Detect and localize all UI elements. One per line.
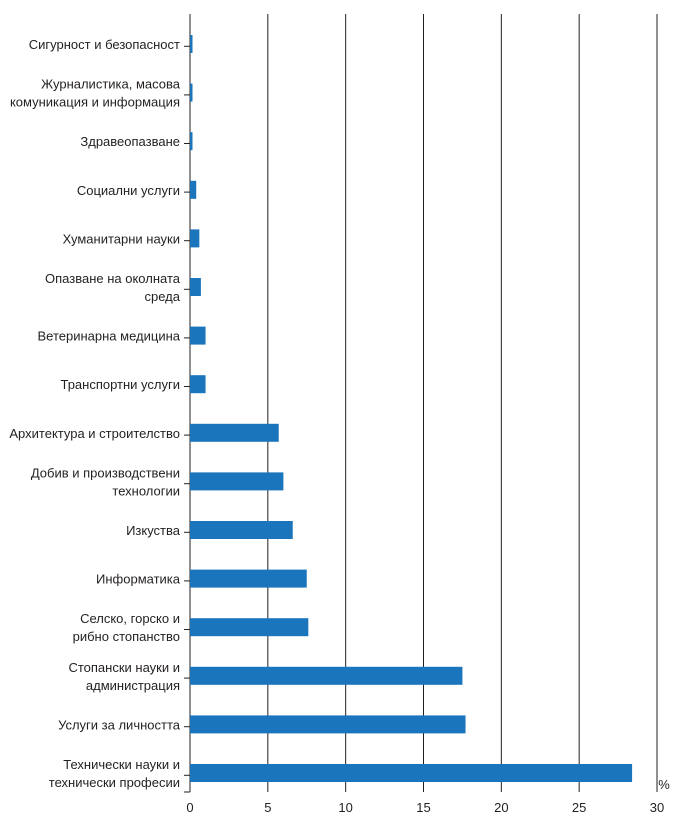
category-label: Здравеопазване	[80, 134, 180, 149]
category-label: технологии	[112, 483, 180, 498]
category-label: рибно стопанство	[73, 629, 180, 644]
x-unit-label: %	[658, 777, 670, 792]
bar	[190, 375, 206, 394]
category-label: Изкуства	[126, 523, 181, 538]
category-label: Опазване на околната	[45, 271, 181, 286]
category-label: среда	[145, 289, 181, 304]
category-label: Журналистика, масова	[41, 77, 181, 92]
category-label: Стопански науки и	[68, 660, 180, 675]
x-tick-label: 5	[264, 800, 271, 815]
bar	[190, 569, 307, 588]
bar	[190, 132, 193, 151]
category-label: Социални услуги	[77, 183, 180, 198]
bar	[190, 666, 463, 685]
x-tick-label: 10	[338, 800, 352, 815]
bar	[190, 764, 633, 782]
grid-lines	[189, 14, 658, 792]
bar	[190, 521, 293, 539]
category-label: Архитектура и строителство	[9, 426, 180, 441]
bar	[190, 326, 206, 345]
bar	[190, 278, 201, 296]
bar	[190, 715, 466, 734]
category-label: Хуманитарни науки	[63, 231, 180, 246]
category-labels: Сигурност и безопасност Журналистика, мас…	[9, 37, 180, 790]
bar	[190, 35, 193, 53]
category-label: Сигурност и безопасност	[29, 37, 180, 52]
x-tick-label: 20	[494, 800, 508, 815]
category-label: Селско, горско и	[80, 611, 180, 626]
bar	[190, 180, 197, 199]
category-label: Добив и производствени	[31, 465, 180, 480]
x-axis: 0 5 10 15 20 25 30	[184, 45, 664, 815]
category-label: Услуги за личността	[58, 717, 181, 732]
bar	[190, 83, 193, 102]
category-label: Ветеринарна медицина	[37, 329, 180, 344]
x-tick-label: 0	[186, 800, 193, 815]
x-tick-label: 30	[650, 800, 664, 815]
category-label: Информатика	[96, 572, 181, 587]
x-tick-label: 15	[416, 800, 430, 815]
category-label: технически професии	[49, 775, 180, 790]
bar	[190, 618, 309, 637]
bars	[190, 35, 633, 782]
x-tick-label: 25	[572, 800, 586, 815]
category-label: Технически науки и	[63, 757, 180, 772]
category-label: Транспортни услуги	[60, 377, 180, 392]
bar	[190, 229, 200, 248]
category-label: администрация	[86, 678, 180, 693]
category-label: комуникация и информация	[10, 95, 180, 110]
bar	[190, 472, 284, 491]
bar	[190, 423, 279, 442]
